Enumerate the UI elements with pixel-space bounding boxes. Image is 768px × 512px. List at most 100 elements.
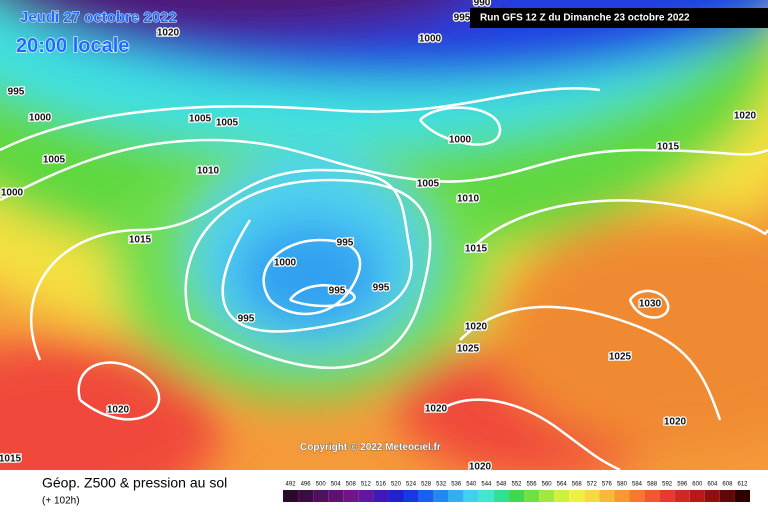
- scale-cell: [674, 490, 690, 502]
- scale-label: 536: [451, 482, 462, 488]
- isobar-label: 995: [329, 286, 346, 297]
- isobar-label: 995: [238, 314, 255, 325]
- isobar: [262, 238, 362, 316]
- scale-label: 560: [542, 482, 553, 488]
- isobar-label: 1010: [197, 166, 220, 177]
- isobar-label: 1020: [107, 405, 130, 416]
- run-info: Run GFS 12 Z du Dimanche 23 octobre 2022: [480, 13, 690, 24]
- isobar-labels: 1020 1000 995 1000 1005 1005 1005 1000 1010 1000 1…: [0, 0, 758, 474]
- scale-cell: [328, 490, 344, 502]
- copyright: Copyright © 2022 Meteociel.fr: [300, 442, 441, 453]
- isobar: [29, 168, 413, 361]
- isobar: [419, 106, 502, 146]
- isobar-label: 1025: [609, 352, 632, 363]
- isobar-label: 1030: [639, 299, 662, 310]
- scale-label: 612: [737, 482, 748, 488]
- scale-cell: [659, 490, 675, 502]
- scale-label: 592: [662, 482, 673, 488]
- scale-label: 608: [722, 482, 733, 488]
- isobar-label: 1005: [43, 155, 66, 166]
- scale-label: 564: [557, 482, 568, 488]
- scale-cell: [689, 490, 705, 502]
- isobar-label: 1020: [425, 404, 448, 415]
- scale-label: 544: [481, 482, 492, 488]
- scale-label: 528: [421, 482, 432, 488]
- scale-cell: [524, 490, 540, 502]
- isobar-label: 995: [8, 87, 25, 98]
- scale-cell: [478, 490, 494, 502]
- scale-label: 580: [617, 482, 628, 488]
- isobar-label: 995: [337, 238, 354, 249]
- isobar-label: 995: [373, 283, 390, 294]
- scale-label: 540: [466, 482, 477, 488]
- isobar-label: 1000: [274, 258, 297, 269]
- scale-label: 508: [346, 482, 357, 488]
- scale-cell: [629, 490, 645, 502]
- scale-cell: [614, 490, 630, 502]
- isobar-label: 1005: [189, 114, 212, 125]
- isobar-label: 1015: [465, 244, 488, 255]
- run-box: [470, 8, 768, 28]
- scale-cell: [343, 490, 359, 502]
- scale-cell: [493, 490, 509, 502]
- scale-label: 572: [587, 482, 598, 488]
- isobar-label: 1000: [449, 135, 472, 146]
- isobar-label: 1020: [734, 111, 757, 122]
- scale-cell: [388, 490, 404, 502]
- isobar-label: 1020: [157, 28, 180, 39]
- scale-label: 548: [496, 482, 507, 488]
- scale-label: 516: [376, 482, 387, 488]
- scale-label: 520: [391, 482, 402, 488]
- scale-label: 500: [316, 482, 327, 488]
- scale-cell: [734, 490, 750, 502]
- scale-cell: [358, 490, 374, 502]
- isobar: [628, 289, 670, 319]
- scale-cell: [283, 490, 299, 502]
- scale-cell: [508, 490, 525, 502]
- isobar-label: 1005: [216, 118, 239, 129]
- isobar-label: 990: [474, 0, 491, 9]
- scale-cell: [448, 490, 464, 502]
- isobar-label: 1010: [457, 194, 480, 205]
- date: Jeudi 27 octobre 2022: [20, 9, 177, 26]
- isobar: [439, 398, 621, 470]
- scale-label: 568: [572, 482, 583, 488]
- scale-label: 532: [436, 482, 447, 488]
- isobar-label: 1005: [417, 179, 440, 190]
- isobar-label: 1000: [29, 113, 52, 124]
- color-scale: 492 496 500 504 508 512 516 520 524 528 532 536 540 5…: [283, 482, 750, 502]
- time: 20:00 locale: [16, 35, 129, 57]
- footer-title: Géop. Z500 & pression au sol: [42, 475, 227, 491]
- isobar: [0, 87, 601, 152]
- isobar-label: 995: [454, 13, 471, 24]
- scale-cell: [463, 490, 479, 502]
- scale-cell: [539, 490, 555, 502]
- isobar: [184, 178, 432, 369]
- isobar: [469, 199, 768, 251]
- isobar-label: 1015: [129, 235, 152, 246]
- scale-label: 512: [361, 482, 372, 488]
- scale-cell: [403, 490, 419, 502]
- isobar: [459, 305, 722, 421]
- scale-cell: [418, 490, 434, 502]
- scale-label: 496: [301, 482, 312, 488]
- scale-cell: [719, 490, 735, 502]
- scale-cell: [599, 490, 615, 502]
- scale-cell: [554, 490, 570, 502]
- isobar-label: 1015: [657, 142, 680, 153]
- footer-lead: (+ 102h): [42, 496, 80, 507]
- scale-cell: [298, 490, 314, 502]
- scale-cell: [569, 490, 585, 502]
- scale-cell: [704, 490, 720, 502]
- scale-label: 524: [406, 482, 417, 488]
- isobar-label: 1020: [664, 417, 687, 428]
- isobar-label: 1015: [0, 454, 22, 465]
- scale-label: 492: [286, 482, 297, 488]
- isobar-label: 1020: [465, 322, 488, 333]
- scale-cell: [644, 490, 660, 502]
- scale-label: 504: [331, 482, 342, 488]
- isobar: [0, 138, 768, 202]
- scale-label: 604: [707, 482, 718, 488]
